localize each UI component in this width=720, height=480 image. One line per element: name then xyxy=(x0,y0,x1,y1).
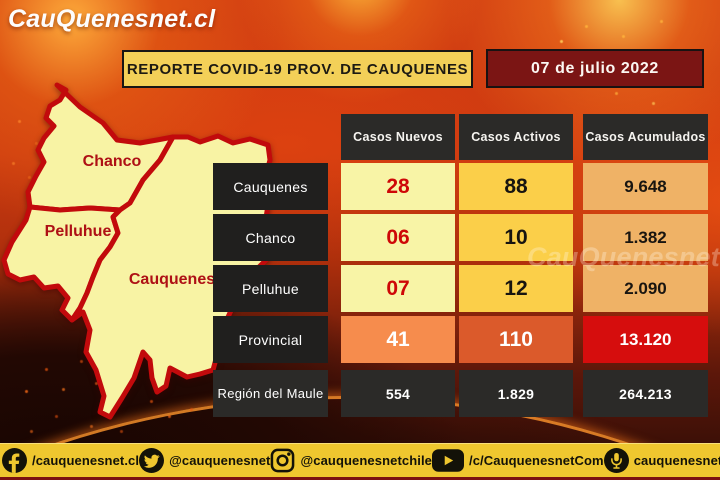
value-casos-nuevos: 07 xyxy=(341,265,455,312)
value-casos-acumulados: 1.382 xyxy=(583,214,708,261)
bottom-strip xyxy=(0,477,720,480)
row-label: Provincial xyxy=(213,316,328,363)
row-label: Región del Maule xyxy=(213,370,328,417)
social-link-facebook[interactable]: /cauquenesnet.cl xyxy=(2,448,139,473)
value-casos-activos: 10 xyxy=(459,214,573,261)
column-header-casos-activos: Casos Activos xyxy=(459,114,573,160)
row-label: Cauquenes xyxy=(213,163,328,210)
site-logo: CauQuenesnet.cl xyxy=(8,5,216,33)
map-label-chanco: Chanco xyxy=(83,153,142,170)
value-casos-activos: 12 xyxy=(459,265,573,312)
social-link-twitter[interactable]: @cauquenesnet xyxy=(139,448,270,473)
map-label-cauquenes: Cauquenes xyxy=(129,271,215,288)
value-casos-acumulados: 9.648 xyxy=(583,163,708,210)
table-row-region-maule: Región del Maule 554 1.829 264.213 xyxy=(213,370,708,417)
microphone-icon xyxy=(603,448,629,473)
social-handle: /cauquenesnet.cl xyxy=(32,453,140,468)
column-header-casos-acumulados: Casos Acumulados xyxy=(583,114,708,160)
map-label-pelluhue: Pelluhue xyxy=(45,223,112,240)
instagram-icon xyxy=(270,448,295,473)
row-label: Pelluhue xyxy=(213,265,328,312)
report-date: 07 de julio 2022 xyxy=(486,49,704,88)
value-casos-activos: 1.829 xyxy=(459,370,573,417)
row-label: Chanco xyxy=(213,214,328,261)
report-title: REPORTE COVID-19 PROV. DE CAUQUENES xyxy=(122,50,473,88)
value-casos-nuevos: 554 xyxy=(341,370,455,417)
social-link-instagram[interactable]: @cauquenesnetchile xyxy=(270,448,432,473)
value-casos-nuevos: 28 xyxy=(341,163,455,210)
value-casos-nuevos: 41 xyxy=(341,316,455,363)
province-map: Chanco Pelluhue Cauquenes xyxy=(1,82,273,420)
social-link-youtube[interactable]: /c/CauquenesnetCom xyxy=(432,449,604,472)
value-casos-acumulados: 13.120 xyxy=(583,316,708,363)
column-header-casos-nuevos: Casos Nuevos xyxy=(341,114,455,160)
value-casos-acumulados: 2.090 xyxy=(583,265,708,312)
youtube-icon xyxy=(432,449,464,472)
spark-particles xyxy=(0,0,3,3)
twitter-icon xyxy=(139,448,165,473)
table-row-provincial: Provincial 41 110 13.120 xyxy=(213,316,708,363)
value-casos-activos: 110 xyxy=(459,316,573,363)
value-casos-activos: 88 xyxy=(459,163,573,210)
table-header-row: Casos Nuevos Casos Activos Casos Acumula… xyxy=(341,114,708,160)
table-row-cauquenes: Cauquenes 28 88 9.648 xyxy=(213,163,708,210)
social-handle: /c/CauquenesnetCom xyxy=(469,453,604,468)
social-handle: @cauquenesnetchile xyxy=(300,453,432,468)
social-bar: /cauquenesnet.cl @cauquenesnet @cauquene… xyxy=(0,443,720,477)
table-row-pelluhue: Pelluhue 07 12 2.090 xyxy=(213,265,708,312)
facebook-icon xyxy=(2,448,27,473)
social-handle: @cauquenesnet xyxy=(169,453,271,468)
table-row-chanco: Chanco 06 10 1.382 xyxy=(213,214,708,261)
value-casos-nuevos: 06 xyxy=(341,214,455,261)
social-handle: cauquenesnet/radio xyxy=(633,453,720,468)
value-casos-acumulados: 264.213 xyxy=(583,370,708,417)
social-link-radio[interactable]: cauquenesnet/radio xyxy=(603,448,720,473)
